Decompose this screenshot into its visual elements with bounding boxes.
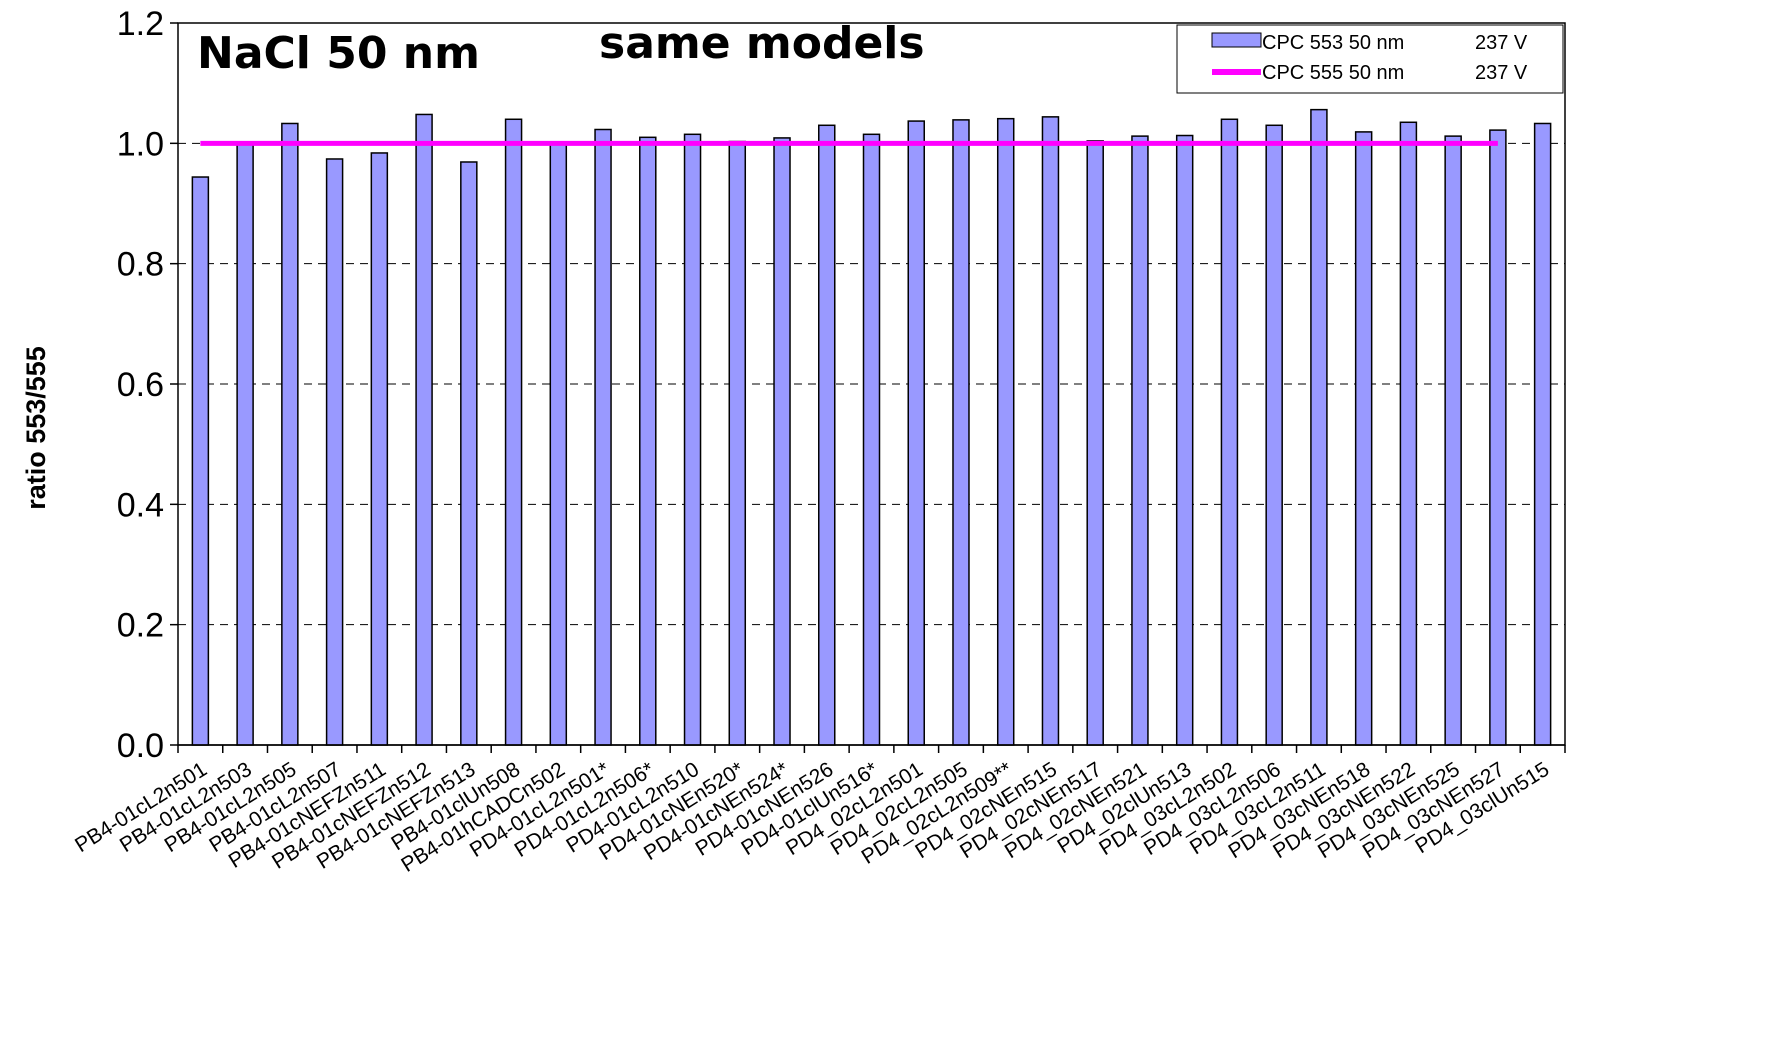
y-tick-label: 1.0 [117,125,164,163]
y-tick-label: 0.0 [117,727,164,765]
legend: CPC 553 50 nm 237 V CPC 555 50 nm 237 V [1176,24,1564,94]
legend-voltage-1: 237 V [1475,62,1528,84]
bar [907,120,925,746]
bar [1354,131,1373,746]
bar [325,158,344,746]
bar [460,161,478,746]
legend-label-1: CPC 555 50 nm [1262,62,1404,84]
y-tick-label: 0.8 [117,246,164,284]
bar [996,117,1015,746]
annotation-sample: NaCl 50 nm [197,28,480,79]
bar [728,140,747,746]
bar [236,142,254,746]
bar [952,119,970,746]
bar [862,133,881,746]
legend-swatch-bar [1211,32,1262,48]
bar [415,113,433,746]
y-tick-label: 1.2 [117,5,164,43]
bar [818,124,836,746]
bar [1131,135,1149,746]
legend-voltage-0: 237 V [1475,32,1528,54]
y-tick-label: 0.4 [117,486,164,524]
bar [1175,134,1194,746]
bar [1086,140,1104,746]
bars [191,108,1552,746]
annotation-models: same models [599,18,925,69]
bar [1399,121,1418,746]
bar [281,122,299,746]
bar [1444,135,1462,746]
bar [1041,116,1060,746]
legend-label-0: CPC 553 50 nm [1262,32,1404,54]
y-axis: 0.0 0.2 0.4 0.6 0.8 1.0 1.2 [117,5,178,765]
bar [370,152,389,746]
x-axis: PB4-01cL2n501PB4-01cL2n503PB4-01cL2n505P… [71,744,1566,877]
bar [1310,108,1328,746]
bar [1265,124,1283,746]
y-tick-label: 0.2 [117,607,164,645]
bar [773,137,791,746]
bar [1220,118,1239,746]
bar [504,118,523,746]
bar [191,176,210,746]
bar [594,128,612,746]
bar [639,136,657,746]
bar [683,133,702,746]
bar [549,142,568,746]
y-tick-label: 0.6 [117,366,164,404]
bar [1489,129,1507,746]
bar [1533,122,1552,746]
y-axis-label: ratio 553/555 [21,346,51,510]
